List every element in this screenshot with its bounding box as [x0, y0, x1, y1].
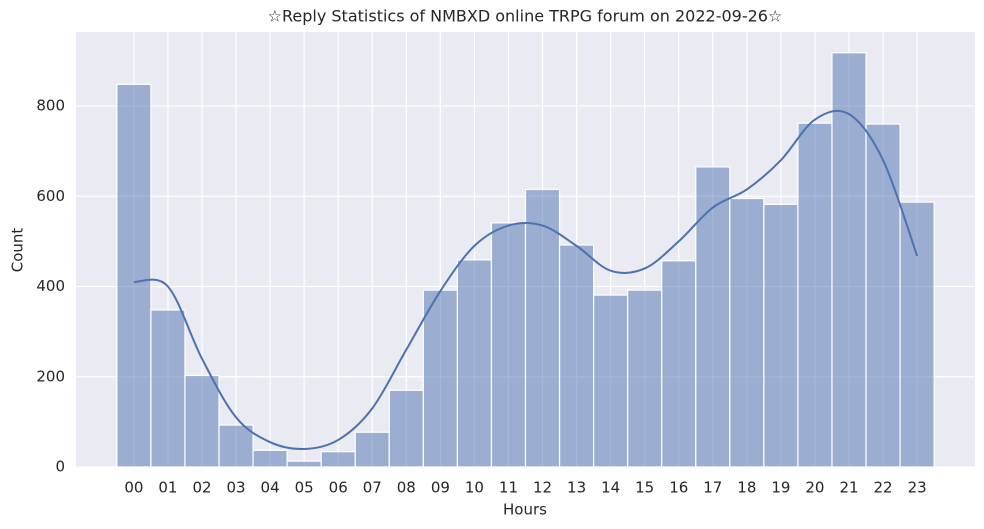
x-tick-label: 09: [431, 479, 450, 497]
bar: [831, 52, 867, 468]
bar: [627, 289, 663, 468]
kde-line: [133, 109, 919, 450]
x-tick-label: 14: [601, 479, 620, 497]
bar: [286, 460, 322, 468]
bar: [252, 449, 288, 468]
x-tick-label: 06: [329, 479, 348, 497]
x-tick-label: 11: [499, 479, 518, 497]
bar: [388, 389, 424, 468]
x-tick-label: 23: [908, 479, 927, 497]
x-tick-label: 02: [192, 479, 211, 497]
bar: [695, 166, 731, 468]
bar: [524, 188, 561, 468]
x-tick-label: 19: [771, 479, 790, 497]
x-tick-label: 10: [465, 479, 484, 497]
bar: [456, 259, 493, 468]
bar: [422, 289, 458, 468]
x-tick-label: 17: [703, 479, 722, 497]
bar: [661, 260, 697, 468]
x-tick-label: 16: [669, 479, 688, 497]
x-tick-label: 03: [227, 479, 246, 497]
bar: [116, 83, 152, 468]
bar: [899, 201, 935, 468]
x-tick-label: 20: [805, 479, 824, 497]
bar: [558, 244, 595, 468]
x-tick-label: 04: [261, 479, 280, 497]
x-tick-label: 01: [158, 479, 177, 497]
y-tick-label: 800: [36, 97, 65, 115]
y-tick-label: 0: [55, 458, 65, 476]
bar: [150, 309, 186, 468]
x-tick-label: 21: [839, 479, 858, 497]
x-tick-label: 22: [874, 479, 893, 497]
x-tick-label: 05: [295, 479, 314, 497]
bar: [797, 122, 833, 468]
y-tick-label: 600: [36, 187, 65, 205]
x-tick-label: 12: [533, 479, 552, 497]
x-axis-label: Hours: [503, 501, 547, 519]
bar: [354, 431, 390, 468]
bar: [184, 374, 220, 468]
x-tick-label: 07: [363, 479, 382, 497]
y-axis-label: Count: [9, 228, 27, 273]
y-tick-label: 400: [36, 277, 65, 295]
bar: [593, 294, 629, 468]
x-tick-label: 13: [567, 479, 586, 497]
x-tick-label: 15: [635, 479, 654, 497]
bar: [320, 451, 356, 468]
bar: [865, 123, 901, 468]
bar: [729, 197, 765, 468]
x-tick-label: 18: [737, 479, 756, 497]
x-tick-label: 08: [397, 479, 416, 497]
bar: [218, 424, 254, 468]
x-tick-label: 00: [124, 479, 143, 497]
y-tick-label: 200: [36, 367, 65, 385]
bar: [763, 203, 799, 468]
chart-title: ☆Reply Statistics of NMBXD online TRPG f…: [268, 7, 783, 26]
bar: [490, 222, 527, 468]
